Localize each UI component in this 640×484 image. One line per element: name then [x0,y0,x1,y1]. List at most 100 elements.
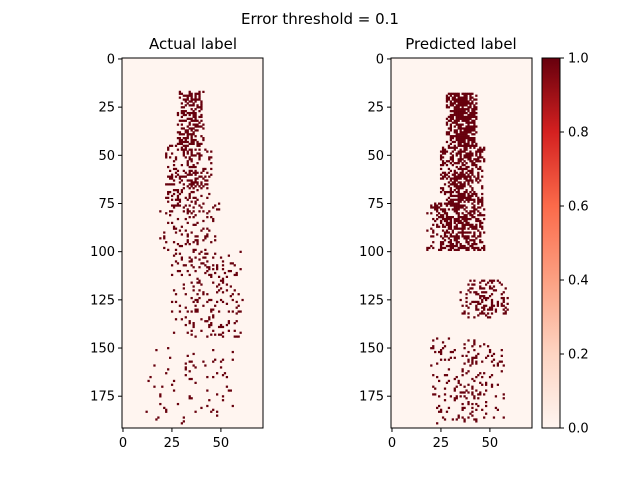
heatmap-cell [441,214,445,217]
heatmap-cell [208,268,211,271]
heatmap-cell [169,175,172,178]
heatmap-cell [469,137,472,140]
heatmap-cell [445,223,449,226]
heatmap-cell [196,98,199,101]
heatmap-cell [155,348,158,352]
heatmap-cell [172,206,176,209]
heatmap-cell [477,175,480,178]
heatmap-cell [447,196,451,199]
heatmap-cell [453,235,456,238]
heatmap-cell [439,235,443,238]
heatmap-cell [473,395,476,398]
heatmap-cell [461,127,464,130]
heatmap-cell [178,175,182,178]
heatmap-cell [475,106,478,109]
heatmap-cell [473,233,476,236]
heatmap-cell [473,123,476,126]
heatmap-cell [188,395,191,398]
heatmap-cell [192,196,195,199]
heatmap-cell [467,217,470,221]
heatmap-cell [465,167,468,171]
heatmap-cell [194,129,197,132]
heatmap-cell [461,135,464,138]
heatmap-cell [445,163,449,167]
heatmap-cell [475,356,478,359]
heatmap-cell [221,395,225,398]
heatmap-cell [453,129,456,132]
heatmap-cell [463,237,466,240]
heatmap-cell [490,302,494,305]
heatmap-cell [465,100,468,103]
heatmap-cell [471,108,474,111]
heatmap-cell [239,331,242,334]
heatmap-cell [502,397,505,400]
heatmap-cell [471,179,474,182]
heatmap-cell [443,173,447,176]
heatmap-cell [461,123,464,126]
heatmap-cell [477,393,480,396]
heatmap-cell [465,293,468,296]
heatmap-cell [465,304,468,307]
heatmap-cell [465,115,468,119]
heatmap-cell [212,217,215,221]
heatmap-cell [178,90,182,93]
heatmap-cell [231,358,234,361]
heatmap-cell [473,239,476,242]
heatmap-cell [194,154,197,157]
heatmap-cell [461,402,464,406]
heatmap-cell [453,225,456,228]
heatmap-cell [233,335,236,338]
heatmap-cell [188,183,191,186]
heatmap-cell [455,129,458,132]
heatmap-cell [182,113,185,117]
heatmap-cell [461,98,464,101]
heatmap-cell [485,314,488,317]
heatmap-cell [469,106,472,109]
heatmap-cell [436,214,439,217]
heatmap-cell [467,391,470,394]
heatmap-cell [475,308,478,311]
heatmap-cell [463,406,466,410]
heatmap-cell [459,150,462,153]
heatmap-cell [461,104,464,107]
heatmap-cell [194,298,197,302]
heatmap-cell [180,256,184,259]
heatmap-cell [455,243,458,246]
heatmap-cell [174,167,178,171]
heatmap-cell [461,196,464,199]
heatmap-cell [477,235,480,238]
heatmap-cell [457,106,460,109]
heatmap-cell [208,210,211,213]
heatmap-cell [430,347,433,350]
heatmap-cell [190,333,193,336]
heatmap-cell [479,312,482,315]
heatmap-cell [449,202,453,205]
heatmap-cell [471,137,474,140]
heatmap-cell [471,287,474,290]
heatmap-cell [192,325,195,329]
heatmap-cell [231,262,234,265]
heatmap-cell [200,229,203,232]
heatmap-cell [500,304,503,307]
heatmap-cell [457,127,460,130]
heatmap-cell [167,146,170,149]
heatmap-cell [465,235,468,238]
heatmap-cell [451,231,454,234]
heatmap-cell [471,189,474,192]
heatmap-cell [455,119,458,122]
heatmap-cell [149,375,152,379]
heatmap-cell [176,262,180,265]
heatmap-cell [465,237,468,240]
heatmap-cell [196,198,199,201]
heatmap-cell [445,173,449,176]
heatmap-cell [475,389,478,392]
heatmap-cell [449,198,453,201]
heatmap-cell [465,119,468,122]
heatmap-cell [457,185,460,188]
heatmap-cell [492,416,496,419]
heatmap-cell [457,189,460,192]
heatmap-cell [490,287,494,290]
heatmap-cell [453,189,456,192]
heatmap-cell [457,150,460,153]
